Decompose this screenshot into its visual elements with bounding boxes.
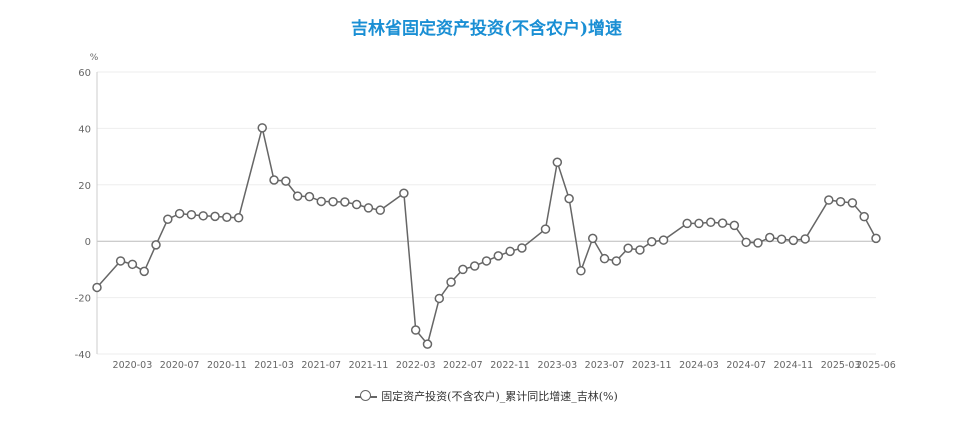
data-point <box>505 246 515 257</box>
data-point <box>517 243 527 253</box>
y-tick-label: -20 <box>75 294 91 305</box>
data-point <box>469 261 480 271</box>
x-tick-label: 2021-11 <box>349 360 389 371</box>
data-point <box>269 175 279 185</box>
data-point <box>257 123 267 133</box>
data-point <box>824 195 834 205</box>
data-point <box>458 264 468 275</box>
data-point <box>576 266 586 276</box>
x-tick-label: 2024-11 <box>774 360 814 371</box>
data-point <box>623 243 633 253</box>
data-point <box>635 245 645 255</box>
legend-line-marker-icon <box>355 390 378 402</box>
data-point <box>186 209 197 220</box>
data-point <box>115 256 126 266</box>
x-tick-label: 2022-07 <box>443 360 483 371</box>
data-point <box>847 198 858 208</box>
y-tick-label: 0 <box>85 237 91 248</box>
x-tick-label: 2023-11 <box>632 360 672 371</box>
data-point <box>151 240 161 250</box>
data-point <box>765 232 775 243</box>
data-point <box>729 220 740 231</box>
x-tick-label: 2023-07 <box>585 360 625 371</box>
y-tick-label: -40 <box>75 350 91 361</box>
data-point <box>788 235 799 246</box>
data-point <box>422 339 433 349</box>
y-tick-label: 60 <box>78 68 91 79</box>
data-point <box>658 235 669 245</box>
data-point <box>776 234 787 244</box>
x-tick-label: 2023-03 <box>537 360 577 371</box>
data-point <box>292 191 303 201</box>
data-point <box>493 251 504 261</box>
data-point <box>139 266 149 277</box>
data-point <box>127 259 138 270</box>
data-point <box>163 214 173 224</box>
data-point <box>694 218 704 229</box>
series-line <box>96 127 877 346</box>
data-point <box>233 213 244 223</box>
y-tick-label: 40 <box>78 124 91 135</box>
data-point <box>92 282 102 293</box>
data-point <box>587 233 598 244</box>
data-point <box>328 196 338 207</box>
legend-label: 固定资产投资(不含农户)_累计同比增速_吉林(%) <box>381 390 618 403</box>
data-point <box>222 212 232 222</box>
data-point <box>611 256 622 266</box>
x-tick-label: 2020-11 <box>207 360 247 371</box>
x-tick-label: 2025-03 <box>821 360 861 371</box>
data-point <box>717 218 728 228</box>
x-tick-label: 2020-03 <box>113 360 153 371</box>
data-point <box>316 196 327 207</box>
y-unit-label: % <box>90 53 99 63</box>
legend[interactable]: 固定资产投资(不含农户)_累计同比增速_吉林(%) <box>0 388 973 405</box>
data-point <box>434 293 445 304</box>
chart-title: 吉林省固定资产投资(不含农户)增速 <box>350 19 623 39</box>
data-point <box>564 193 574 204</box>
x-tick-label: 2024-03 <box>679 360 719 371</box>
data-point <box>753 238 763 248</box>
data-point <box>682 218 692 229</box>
data-point <box>363 203 374 213</box>
data-point <box>281 176 291 186</box>
data-point <box>304 191 315 202</box>
x-tick-label: 2021-07 <box>301 360 341 371</box>
data-point <box>198 211 208 221</box>
data-point <box>340 197 350 207</box>
data-point <box>375 205 386 215</box>
x-tick-label: 2024-07 <box>726 360 766 371</box>
data-point <box>399 188 409 199</box>
data-point <box>351 199 362 210</box>
y-tick-label: 20 <box>78 181 91 192</box>
data-point <box>410 325 421 335</box>
data-point <box>446 277 456 287</box>
x-tick-label: 2022-11 <box>490 360 530 371</box>
data-point <box>800 234 810 244</box>
data-point <box>174 208 185 219</box>
x-tick-label: 2021-03 <box>254 360 294 371</box>
data-point <box>210 211 220 222</box>
x-tick-label: 2022-03 <box>396 360 436 371</box>
data-point <box>741 237 751 248</box>
x-tick-label: 2025-06 <box>856 360 896 371</box>
x-tick-label: 2020-07 <box>160 360 200 371</box>
data-point <box>552 157 563 167</box>
data-point <box>835 196 846 207</box>
data-point <box>540 224 551 234</box>
data-point <box>481 256 492 266</box>
data-point <box>871 233 881 244</box>
data-point <box>706 217 716 228</box>
data-point <box>646 237 657 247</box>
data-point <box>859 211 869 222</box>
data-point <box>599 253 610 264</box>
